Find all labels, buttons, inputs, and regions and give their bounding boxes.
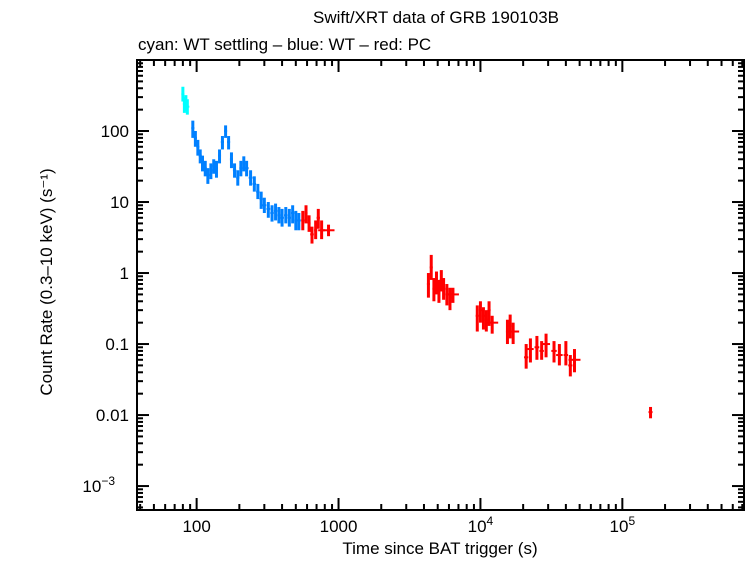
data-point	[551, 341, 557, 363]
data-points	[181, 86, 653, 419]
data-point	[524, 344, 529, 369]
data-point	[508, 314, 512, 339]
y-tick-label: 100	[101, 122, 129, 141]
data-point	[322, 224, 335, 237]
data-point	[426, 273, 430, 298]
data-point	[556, 344, 563, 366]
data-point	[446, 287, 459, 303]
data-point	[236, 170, 240, 186]
data-point	[259, 191, 263, 209]
data-point	[256, 183, 260, 200]
data-point	[196, 139, 200, 156]
data-point	[301, 210, 305, 231]
data-point	[568, 349, 581, 373]
data-point	[563, 341, 569, 366]
data-point	[280, 208, 284, 227]
chart-subtitle: cyan: WT settling – blue: WT – red: PC	[138, 35, 431, 54]
data-point	[185, 99, 190, 115]
series-pc	[301, 205, 653, 419]
data-point	[294, 210, 298, 231]
data-point	[227, 136, 231, 150]
data-point	[252, 176, 257, 192]
data-point	[534, 335, 540, 360]
data-point	[248, 170, 253, 186]
data-point	[229, 152, 234, 169]
data-point	[244, 160, 249, 177]
data-point	[218, 149, 222, 164]
data-point	[484, 310, 488, 332]
data-point	[206, 168, 210, 184]
data-point	[448, 287, 452, 311]
data-point	[542, 333, 551, 358]
data-point	[296, 213, 301, 231]
x-tick-label: 104	[468, 514, 494, 536]
data-point	[277, 207, 281, 224]
data-point	[270, 205, 274, 222]
data-point	[201, 155, 205, 172]
data-point	[316, 208, 320, 229]
data-point	[262, 197, 267, 214]
data-point	[212, 159, 216, 174]
data-point	[475, 305, 479, 332]
data-point	[203, 160, 207, 177]
data-point	[314, 220, 318, 240]
x-tick-label: 1000	[320, 517, 358, 536]
x-tick-label: 100	[182, 517, 210, 536]
data-point	[310, 226, 314, 244]
data-point	[191, 120, 195, 138]
y-tick-label: 10	[110, 193, 129, 212]
x-axis-label: Time since BAT trigger (s)	[342, 539, 537, 558]
data-point	[284, 207, 288, 224]
series-wt-settling	[181, 86, 190, 115]
y-tick-label: 0.01	[96, 406, 129, 425]
y-tick-label: 10−3	[82, 474, 115, 496]
axes: 100 1000 104 105 100 10 1 0.1 0.01 10−3	[82, 59, 745, 536]
y-axis-label: Count Rate (0.3–10 keV) (s⁻¹)	[37, 168, 56, 395]
chart-title: Swift/XRT data of GRB 190103B	[313, 8, 559, 27]
x-tick-label: 105	[610, 514, 636, 536]
data-point	[209, 163, 213, 180]
data-point	[239, 160, 243, 177]
data-point	[441, 278, 446, 300]
data-point	[181, 86, 185, 102]
data-point	[304, 205, 308, 224]
data-point	[429, 254, 433, 280]
data-point	[291, 205, 295, 224]
data-point	[232, 163, 237, 178]
y-tick-label: 0.1	[105, 335, 129, 354]
data-point	[478, 301, 482, 323]
data-point	[432, 278, 436, 302]
data-point	[214, 160, 219, 178]
data-point	[242, 156, 246, 172]
data-point	[307, 215, 311, 232]
data-point	[266, 202, 271, 218]
data-point	[648, 406, 653, 419]
data-point	[273, 203, 278, 221]
series-wt	[191, 120, 301, 231]
data-point	[539, 341, 544, 360]
data-point	[193, 131, 197, 147]
data-point	[220, 136, 225, 150]
data-point	[507, 322, 520, 345]
data-point	[481, 307, 485, 330]
data-point	[527, 338, 534, 363]
data-point	[486, 315, 499, 334]
data-point	[568, 355, 573, 377]
y-tick-label: 1	[120, 264, 129, 283]
data-point	[287, 208, 291, 227]
data-point	[224, 125, 228, 138]
